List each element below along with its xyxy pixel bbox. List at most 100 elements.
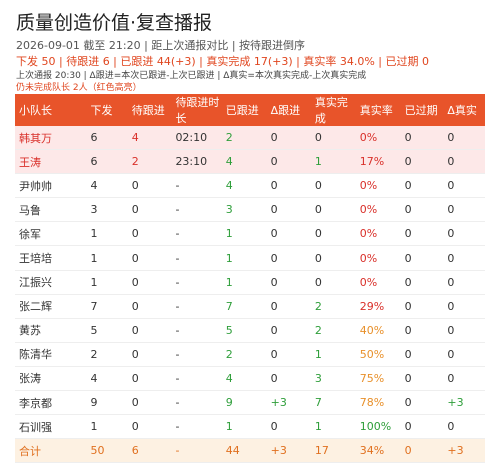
row: 张二辉 7 0-7 0 2 29% 0 0: [15, 294, 485, 319]
cell: 0%: [355, 245, 401, 271]
cell: 0: [443, 414, 485, 440]
cell: 王培培: [15, 245, 87, 271]
note: 上次通报 20:30 | Δ跟进=本次已跟进-上次已跟进 | Δ真实=本次真实完…: [16, 71, 367, 81]
cell: 0: [127, 221, 172, 247]
cell: 0%: [355, 126, 401, 151]
row: 石训强 1 0-1 0 1 100% 0 0: [15, 414, 485, 440]
cell: 0: [400, 414, 444, 440]
cell: 0: [310, 126, 356, 151]
cell: 44: [221, 438, 267, 463]
row: 陈清华 2 0-2 0 1 50% 0 0: [15, 342, 485, 367]
cell: 1: [221, 245, 267, 271]
cell: 0: [266, 294, 311, 319]
subtitle: 2026-09-01 截至 21:20 | 距上次通报对比 | 按待跟进倒序: [16, 39, 306, 52]
cell: 0: [400, 294, 444, 319]
cell: 2: [221, 126, 267, 151]
cell: +3: [443, 438, 485, 463]
column-header: 真实完成: [310, 94, 356, 126]
cell: 0: [400, 245, 444, 271]
cell: 17%: [355, 149, 401, 175]
cell: 1: [86, 414, 128, 440]
report-table: 小队长 下发 待跟进 待跟进时长 已跟进 Δ跟进 真实完成 真实率 已过期 Δ真实 韩其万 6 4 02:…: [15, 94, 485, 463]
cell: 0: [266, 414, 311, 440]
cell: 0: [266, 270, 311, 295]
cell: 0: [443, 221, 485, 247]
cell: 合计: [15, 438, 87, 463]
cell: 3: [221, 197, 267, 223]
cell: 1: [86, 221, 128, 247]
cell: -: [171, 342, 222, 367]
cell: 0%: [355, 197, 401, 223]
cell: +3: [443, 390, 485, 416]
cell: 0: [127, 342, 172, 367]
cell: 1: [86, 270, 128, 295]
cell: 黄苏: [15, 318, 87, 343]
column-header: 小队长: [15, 94, 87, 126]
cell: 2: [86, 342, 128, 367]
cell: 王涛: [15, 149, 87, 175]
cell: 0: [127, 173, 172, 199]
cell: 3: [86, 197, 128, 223]
cell: 7: [86, 294, 128, 319]
cell: 1: [221, 414, 267, 440]
cell: 1: [310, 414, 356, 440]
cell: 0: [443, 245, 485, 271]
cell: -: [171, 173, 222, 199]
cell: 4: [221, 149, 267, 175]
cell: 0: [127, 318, 172, 343]
cell: 张二辉: [15, 294, 87, 319]
cell: 0: [443, 270, 485, 295]
cell: 0: [310, 245, 356, 271]
cell: -: [171, 390, 222, 416]
cell: -: [171, 318, 222, 343]
cell: 6: [86, 126, 128, 151]
column-header: 下发: [86, 94, 128, 126]
cell: 1: [221, 221, 267, 247]
cell: 0: [400, 126, 444, 151]
cell: -: [171, 197, 222, 223]
cell: 0: [400, 438, 444, 463]
cell: 0: [443, 342, 485, 367]
cell: +3: [266, 438, 311, 463]
cell: 0%: [355, 173, 401, 199]
cell: 9: [221, 390, 267, 416]
cell: 0: [266, 126, 311, 151]
cell: 0: [443, 149, 485, 175]
cell: 0: [127, 197, 172, 223]
header-row: 小队长 下发 待跟进 待跟进时长 已跟进 Δ跟进 真实完成 真实率 已过期 Δ真实: [15, 94, 485, 126]
cell: 4: [221, 366, 267, 392]
cell: 1: [221, 270, 267, 295]
cell: -: [171, 414, 222, 440]
cell: 0%: [355, 270, 401, 295]
row: 王培培 1 0-1 0 0 0% 0 0: [15, 245, 485, 271]
cell: 7: [221, 294, 267, 319]
page: 质量创造价值·复查播报 2026-09-01 截至 21:20 | 距上次通报对…: [15, 12, 485, 463]
cell: 02:10: [171, 126, 222, 151]
cell: 徐军: [15, 221, 87, 247]
cell: 2: [221, 342, 267, 367]
cell: -: [171, 270, 222, 295]
cell: 0: [127, 270, 172, 295]
cell: 2: [127, 149, 172, 175]
cell: 张涛: [15, 366, 87, 392]
cell: 江振兴: [15, 270, 87, 295]
cell: 5: [86, 318, 128, 343]
cell: 0: [266, 197, 311, 223]
warning: 仍未完成队长 2人（红色高亮）: [16, 83, 142, 93]
cell: 0: [443, 126, 485, 151]
cell: 陈清华: [15, 342, 87, 367]
cell: 23:10: [171, 149, 222, 175]
cell: 0: [443, 197, 485, 223]
cell: 2: [310, 294, 356, 319]
cell: 0: [400, 197, 444, 223]
cell: 马鲁: [15, 197, 87, 223]
cell: 3: [310, 366, 356, 392]
cell: 0: [443, 366, 485, 392]
cell: 2: [310, 318, 356, 343]
cell: -: [171, 438, 222, 463]
title: 质量创造价值·复查播报: [16, 12, 213, 34]
cell: -: [171, 245, 222, 271]
cell: 0: [127, 414, 172, 440]
cell: 0%: [355, 221, 401, 247]
column-header: Δ真实: [443, 94, 485, 126]
